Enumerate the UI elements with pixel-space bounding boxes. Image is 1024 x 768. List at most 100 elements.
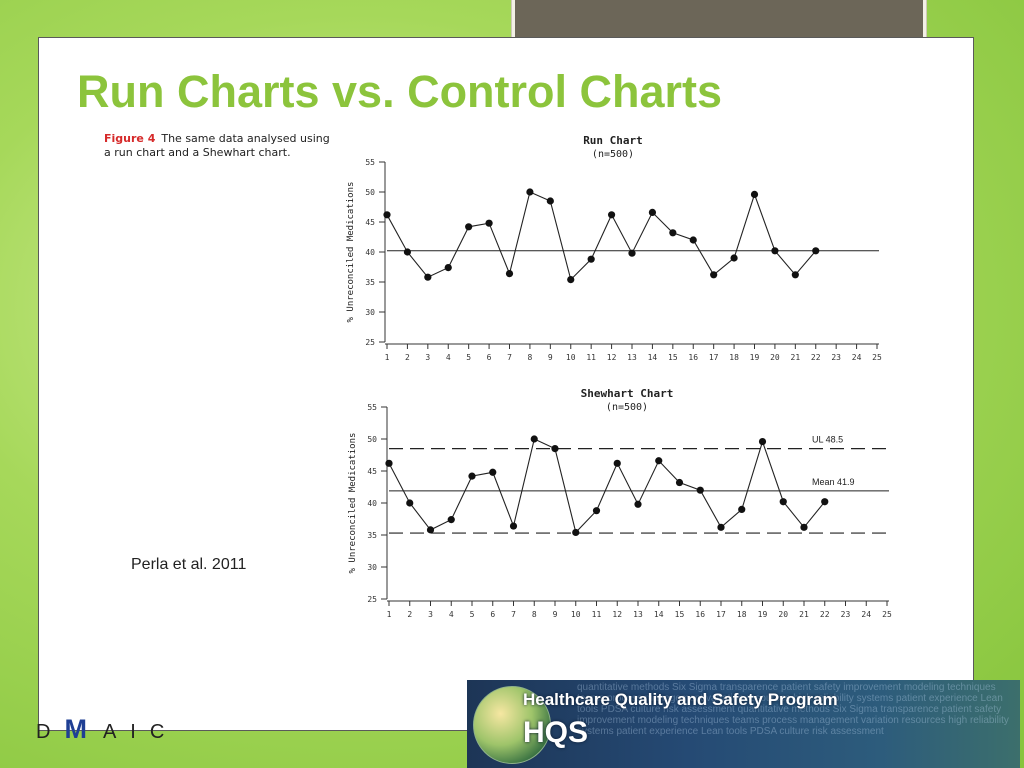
y-tick-label: 25	[365, 338, 375, 347]
x-tick-label: 3	[428, 610, 433, 619]
x-tick-label: 13	[627, 353, 637, 362]
data-point	[613, 459, 621, 467]
hqs-banner: quantitative methods Six Sigma transpare…	[467, 680, 1020, 768]
x-tick-label: 18	[729, 353, 739, 362]
x-tick-label: 2	[405, 353, 410, 362]
x-tick-label: 21	[791, 353, 801, 362]
figure-caption-text: The same data analysed using a run chart…	[104, 132, 330, 159]
data-point	[648, 208, 657, 216]
dmaic-step-c: C	[149, 721, 165, 743]
x-tick-label: 2	[407, 610, 412, 619]
upper-limit-label: UL 48.5	[812, 435, 843, 445]
x-tick-label: 14	[654, 610, 664, 619]
x-tick-label: 19	[758, 610, 768, 619]
figure-label: Figure 4	[104, 132, 156, 145]
x-tick-label: 24	[852, 353, 862, 362]
data-point	[750, 190, 759, 198]
data-point	[447, 516, 455, 524]
y-tick-label: 40	[365, 248, 375, 257]
data-point	[689, 236, 697, 244]
data-point	[717, 523, 725, 531]
x-tick-label: 4	[446, 353, 451, 362]
dmaic-step-a: A	[102, 721, 117, 743]
data-point	[509, 522, 518, 530]
data-point	[710, 271, 718, 279]
x-tick-label: 3	[425, 353, 430, 362]
data-point	[771, 247, 779, 255]
x-tick-label: 5	[470, 610, 475, 619]
chart-title: Shewhart Chart	[581, 387, 674, 400]
figure-caption: Figure 4 The same data analysed using a r…	[104, 132, 334, 160]
data-point	[587, 255, 595, 263]
chart-subtitle: (n=500)	[592, 149, 634, 160]
data-point	[821, 498, 829, 506]
data-point	[675, 478, 684, 487]
data-point	[489, 468, 497, 476]
y-axis-label: % Unreconciled Medications	[348, 433, 358, 574]
x-tick-label: 20	[778, 610, 788, 619]
x-tick-label: 21	[799, 610, 809, 619]
dmaic-step-i: I	[130, 721, 136, 743]
data-point	[730, 254, 738, 262]
x-tick-label: 4	[449, 610, 454, 619]
run-chart: Run Chart (n=500) % Unreconciled Medicatio…	[346, 134, 882, 362]
data-point	[800, 523, 808, 531]
data-point	[669, 229, 677, 237]
x-tick-label: 22	[820, 610, 830, 619]
x-tick-label: 8	[528, 353, 533, 362]
x-tick-label: 1	[385, 353, 390, 362]
x-tick-label: 5	[466, 353, 471, 362]
globe-logo	[473, 686, 551, 764]
data-point	[468, 472, 476, 480]
x-tick-label: 16	[688, 353, 698, 362]
slide-title: Run Charts vs. Control Charts	[77, 66, 723, 117]
slide-panel	[38, 37, 974, 731]
data-point	[655, 457, 663, 465]
x-tick-label: 23	[831, 353, 841, 362]
x-tick-label: 8	[532, 610, 537, 619]
x-tick-label: 6	[490, 610, 495, 619]
x-tick-label: 24	[861, 610, 871, 619]
data-point	[383, 211, 391, 219]
data-point	[592, 507, 601, 515]
series-line	[386, 191, 817, 281]
y-tick-label: 30	[367, 563, 377, 572]
data-point	[424, 273, 432, 281]
data-point	[526, 188, 534, 196]
y-tick-label: 50	[365, 188, 375, 197]
x-tick-label: 11	[586, 353, 596, 362]
data-point	[791, 271, 799, 279]
x-tick-label: 10	[566, 353, 576, 362]
x-tick-label: 22	[811, 353, 821, 362]
y-tick-label: 35	[367, 531, 377, 540]
chart-title: Run Chart	[583, 134, 643, 147]
y-tick-label: 45	[365, 218, 375, 227]
data-point	[485, 219, 493, 227]
y-tick-label: 45	[367, 467, 377, 476]
y-tick-label: 55	[365, 158, 375, 167]
x-tick-label: 25	[872, 353, 882, 362]
data-point	[426, 526, 435, 534]
data-point	[505, 270, 514, 278]
data-point	[696, 486, 704, 494]
data-point	[779, 498, 787, 506]
y-tick-label: 55	[367, 403, 377, 412]
banner-texture: quantitative methods Six Sigma transpare…	[577, 682, 1009, 737]
shewhart-chart: Shewhart Chart (n=500) % Unreconciled Medi…	[348, 387, 892, 619]
y-tick-label: 50	[367, 435, 377, 444]
x-tick-label: 10	[571, 610, 581, 619]
x-tick-label: 17	[716, 610, 726, 619]
data-point	[403, 248, 412, 256]
x-tick-label: 25	[882, 610, 892, 619]
data-point	[385, 459, 393, 467]
data-point	[607, 211, 616, 219]
x-tick-label: 9	[553, 610, 558, 619]
data-point	[551, 445, 559, 453]
x-tick-label: 20	[770, 353, 780, 362]
data-point	[634, 500, 642, 508]
mean-label: Mean 41.9	[812, 477, 855, 487]
data-point	[546, 197, 554, 205]
x-tick-label: 14	[648, 353, 658, 362]
data-point	[812, 247, 820, 255]
